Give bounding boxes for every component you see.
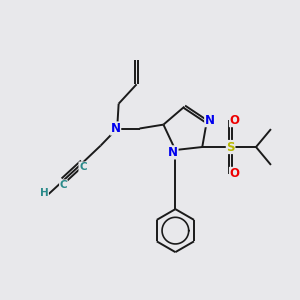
Text: S: S [226,140,235,154]
Text: N: N [111,122,121,135]
Text: H: H [40,188,48,198]
Text: O: O [230,167,239,180]
Text: O: O [230,114,239,127]
Text: C: C [60,180,67,190]
Text: N: N [168,146,178,159]
Text: N: N [205,114,215,127]
Text: C: C [79,162,87,172]
